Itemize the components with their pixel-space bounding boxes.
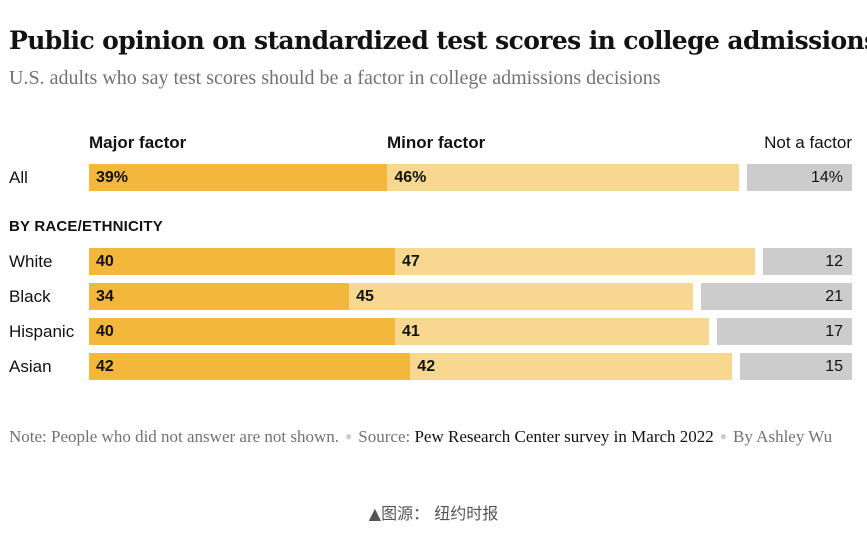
bar-segment-major-white: 40 [89, 248, 395, 275]
bar-segment-major-black: 34 [89, 283, 350, 310]
bar-segment-major-hispanic: 40 [89, 318, 395, 345]
row-label-asian: Asian [9, 357, 52, 376]
chart-note: Note: People who did not answer are not … [9, 424, 854, 451]
legend-not-a-factor: Not a factor [764, 133, 852, 152]
row-label-white: White [9, 252, 53, 271]
legend-major-factor: Major factor [89, 133, 187, 152]
source-text: Pew Research Center survey in March 2022 [414, 427, 714, 446]
source-label: Source: [358, 427, 411, 446]
bar-segment-minor-black: 45 [349, 283, 694, 310]
legend-minor-factor: Minor factor [387, 133, 486, 152]
bar-segment-minor-asian: 42 [410, 353, 732, 380]
separator-dot: ● [719, 429, 728, 443]
chart-subtitle: U.S. adults who say test scores should b… [9, 67, 661, 89]
byline: By Ashley Wu [733, 427, 833, 446]
bar-segment-not-black: 21 [701, 283, 852, 310]
row-label-all: All [9, 168, 28, 187]
bar-segment-not-hispanic: 17 [716, 318, 852, 345]
bar-segment-not-all: 14% [747, 164, 852, 191]
row-label-black: Black [9, 287, 51, 306]
bar-segment-major-asian: 42 [89, 353, 411, 380]
bar-segment-not-white: 12 [762, 248, 852, 275]
bar-segment-minor-hispanic: 41 [395, 318, 709, 345]
image-caption: ▲图源： 纽约时报 [368, 504, 499, 523]
chart-title: Public opinion on standardized test scor… [9, 26, 867, 55]
bar-segment-not-asian: 15 [739, 353, 852, 380]
separator-dot: ● [345, 429, 353, 443]
bar-segment-minor-white: 47 [395, 248, 755, 275]
bar-segment-minor-all: 46% [387, 164, 740, 191]
bar-segment-major-all: 39% [89, 164, 388, 191]
section-label-race-ethnicity: BY RACE/ETHNICITY [9, 218, 163, 235]
row-label-hispanic: Hispanic [9, 322, 75, 341]
note-text: Note: People who did not answer are not … [9, 427, 340, 446]
